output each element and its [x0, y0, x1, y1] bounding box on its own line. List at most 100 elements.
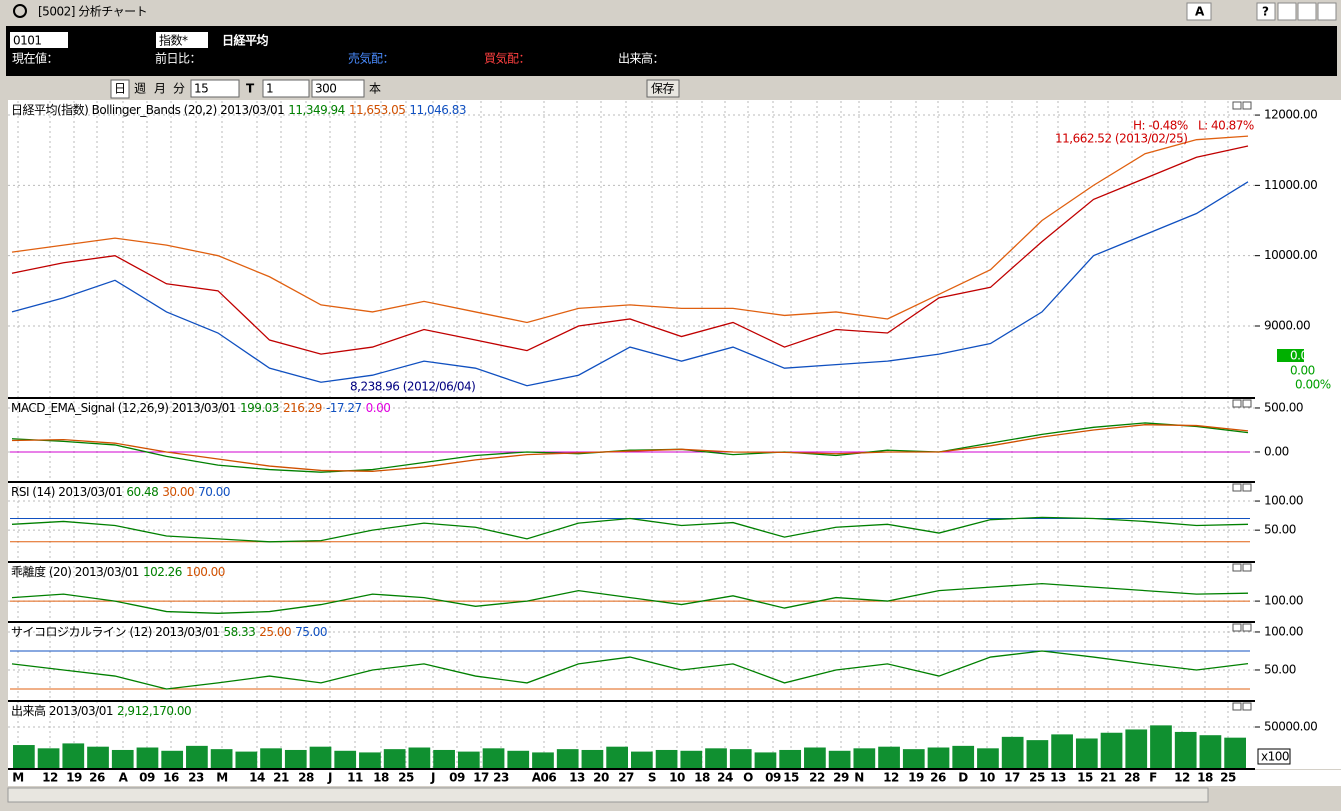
x-tick-label: 12	[883, 771, 899, 785]
save-label: 保存	[651, 82, 675, 96]
volume-bar	[13, 745, 35, 768]
y-tick-label: 50.00	[1264, 662, 1296, 676]
y-tick-label: 100.00	[1264, 624, 1303, 638]
count-select[interactable]	[311, 79, 365, 98]
panel-button[interactable]	[1232, 483, 1242, 492]
y-tick-label: 10000.00	[1264, 248, 1317, 262]
chart-area	[8, 100, 1255, 769]
value-badge	[1277, 349, 1304, 362]
volume-bar	[235, 751, 258, 768]
volume-bar	[705, 748, 727, 768]
annotation: 0.00	[1290, 349, 1315, 363]
panel-header: RSI (14) 2013/03/01 60.48 30.00 70.00	[11, 485, 230, 499]
x-tick-label: D	[958, 771, 968, 785]
period-label[interactable]: 月	[154, 82, 166, 96]
panel-button[interactable]	[1232, 399, 1242, 408]
panel-button[interactable]	[1242, 563, 1252, 572]
period-label[interactable]: 週	[134, 82, 147, 96]
x-tick-label: N	[854, 771, 864, 785]
header-part: 11,653.05	[349, 103, 406, 117]
code-input[interactable]	[10, 32, 68, 48]
period-label[interactable]: 分	[173, 82, 186, 96]
volume-bar	[1026, 740, 1049, 768]
code-value: 0101	[13, 34, 42, 48]
header-part: 11,349.94	[288, 103, 345, 117]
x-tick-label: 09	[449, 771, 465, 785]
header-part: 0.00	[366, 401, 391, 415]
field-label: 前日比：	[155, 51, 201, 66]
panel-button[interactable]	[1232, 623, 1242, 632]
t-select[interactable]	[262, 79, 310, 98]
x-tick-label: 22	[809, 771, 825, 785]
panel-button[interactable]	[1242, 399, 1252, 408]
annotation: L: 40.87%	[1198, 119, 1254, 133]
volume-bar	[210, 749, 233, 768]
header-part: 58.33	[223, 625, 255, 639]
window-title: [5002] 分析チャート	[38, 5, 147, 19]
kind-select[interactable]	[156, 32, 208, 48]
volume-bar	[186, 745, 208, 768]
panel-button[interactable]	[1242, 101, 1252, 110]
minutes-select[interactable]	[190, 79, 240, 98]
header-part: 30.00	[162, 485, 194, 499]
field-label: 出来高：	[618, 51, 664, 66]
x-tick-label: 13	[569, 771, 585, 785]
x-tick-label: A	[119, 771, 129, 785]
x-tick-label: 17	[473, 771, 489, 785]
annotation: H: -0.48%	[1133, 119, 1188, 133]
x-tick-label: 25	[398, 771, 414, 785]
header-part: 2,912,170.00	[117, 704, 191, 718]
panel-button[interactable]	[1232, 702, 1242, 711]
panel-button[interactable]	[1242, 483, 1252, 492]
x-tick-label: M	[12, 771, 23, 785]
header-part: 199.03	[240, 401, 279, 415]
x-tick-label: 18	[694, 771, 710, 785]
panel-button[interactable]	[1242, 702, 1252, 711]
field-label: 現在値：	[12, 51, 58, 66]
volume-bar	[457, 751, 480, 768]
annotation: 8,238.96 (2012/06/04)	[350, 380, 475, 394]
volume-bar	[62, 743, 85, 768]
save-button[interactable]	[646, 79, 680, 98]
volume-bar	[581, 749, 604, 768]
x-tick-label: 28	[298, 771, 314, 785]
x-tick-label: J	[327, 771, 332, 785]
panel-button[interactable]	[1242, 623, 1252, 632]
annotation: 0.00%	[1295, 378, 1331, 392]
header-part: RSI (14) 2013/03/01	[11, 485, 122, 499]
volume-bar	[87, 746, 109, 768]
maximize-button[interactable]	[1297, 2, 1317, 21]
period-button[interactable]	[110, 79, 130, 99]
help-button[interactable]	[1256, 2, 1276, 21]
x-tick-label: 28	[1124, 771, 1140, 785]
font-button[interactable]	[1186, 2, 1212, 21]
volume-bar	[902, 749, 925, 768]
period-label: 日	[114, 82, 126, 96]
volume-bar	[1150, 725, 1172, 768]
x-tick-label: 12	[42, 771, 58, 785]
volume-bar	[309, 746, 332, 768]
close-button[interactable]	[1317, 2, 1337, 21]
x-tick-label: M	[216, 771, 227, 785]
minimize-button[interactable]	[1277, 2, 1297, 21]
volume-bar	[383, 749, 406, 768]
volume-bar	[1224, 737, 1246, 768]
header-part: 乖離度 (20) 2013/03/01	[11, 564, 139, 579]
scrollbar[interactable]	[7, 787, 1209, 803]
panel-button[interactable]	[1232, 563, 1242, 572]
header-part: 70.00	[198, 485, 230, 499]
panel-button[interactable]	[1232, 101, 1242, 110]
y-tick-label: 9000.00	[1264, 318, 1310, 332]
series-line	[11, 181, 1249, 387]
volume-bar	[927, 747, 950, 768]
series-line	[11, 422, 1249, 473]
x-tick-label: 09	[765, 771, 781, 785]
x-tick-label: 18	[373, 771, 389, 785]
x-tick-label: 19	[908, 771, 924, 785]
volume-bar	[631, 751, 653, 768]
x-tick-label: 15	[1077, 771, 1093, 785]
y-tick-label: 50000.00	[1264, 720, 1317, 734]
y-tick-label: 50.00	[1264, 523, 1296, 537]
header-part: 216.29	[283, 401, 322, 415]
